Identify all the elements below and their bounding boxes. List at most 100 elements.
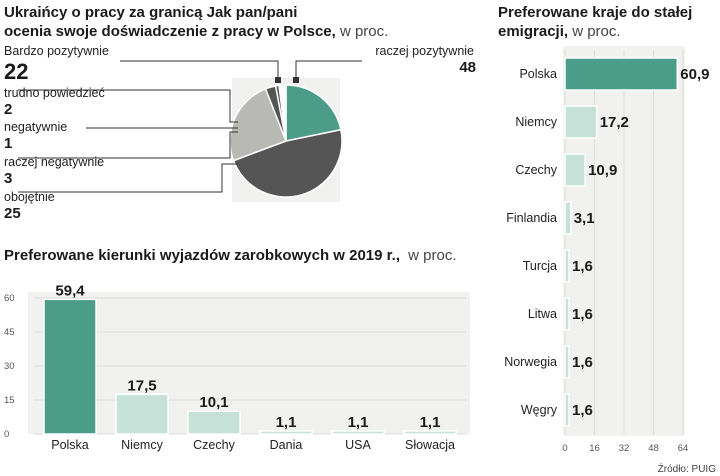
hbar-finlandia bbox=[564, 201, 572, 235]
y-tick-label: 45 bbox=[4, 327, 15, 338]
y-tick-label: 0 bbox=[4, 429, 9, 440]
hbar-chart-value-labels: 60,9 17,2 10,9 3,1 1,6 1,6 1,6 1,6 bbox=[572, 66, 709, 419]
y-category-label: Finlandia bbox=[506, 211, 557, 225]
pie-label-raczej-negatywnie: raczej negatywnie bbox=[4, 155, 104, 169]
bar-chart-categories: Polska Niemcy Czechy Dania USA Słowacja bbox=[51, 438, 455, 452]
pie-label-obojetnie: obojętnie bbox=[4, 190, 55, 204]
y-category-label: Litwa bbox=[528, 307, 557, 321]
hbar-value-label: 1,6 bbox=[572, 354, 593, 371]
hbar-value-label: 3,1 bbox=[574, 210, 595, 227]
pie-slice-raczej-pozytywnie bbox=[232, 128, 343, 198]
pie-chart-title-suffix: w proc. bbox=[339, 23, 388, 40]
x-tick-label: 32 bbox=[619, 443, 630, 454]
leader-raczej-negatywnie bbox=[18, 131, 238, 159]
bar-czechy bbox=[187, 410, 241, 435]
pie-label-negatywnie: negatywnie bbox=[4, 120, 67, 134]
leader-bardzo-pozytywnie bbox=[120, 60, 279, 80]
x-tick-label: 16 bbox=[589, 443, 600, 454]
hbar-turcja bbox=[564, 249, 570, 283]
pie-value-bardzo-pozytywnie: 22 bbox=[4, 59, 28, 84]
bar-value-label: 10,1 bbox=[199, 394, 228, 411]
y-category-label: Czechy bbox=[515, 163, 557, 177]
y-tick-label: 15 bbox=[4, 395, 15, 406]
pie-value-raczej-pozytywnie: 48 bbox=[459, 59, 476, 76]
pie-slice-bardzo-pozytywnie bbox=[285, 84, 342, 142]
pie-chart-title-line2: ocenia swoje doświadczenie z pracy w Pol… bbox=[4, 23, 340, 40]
bar-value-label: 17,5 bbox=[127, 377, 156, 394]
pie-chart bbox=[229, 84, 343, 198]
hbar-chart-title-line1: Preferowane kraje do stałej bbox=[498, 4, 692, 21]
x-tick-label: 48 bbox=[648, 443, 659, 454]
hbar-wegry bbox=[564, 393, 570, 427]
hbar-chart-bars bbox=[564, 57, 679, 427]
bar-chart-bars bbox=[43, 298, 457, 435]
bar-chart-section: Preferowane kierunki wyjazdów zarobkowyc… bbox=[4, 247, 470, 452]
hbar-chart-title: Preferowane kraje do stałej emigracji, w… bbox=[498, 4, 696, 40]
pie-slice-trudno-powiedziec bbox=[278, 84, 287, 142]
bar-chart-title-text: Preferowane kierunki wyjazdów zarobkowyc… bbox=[4, 247, 400, 264]
x-tick-label: 64 bbox=[678, 443, 689, 454]
bar-value-label: 1,1 bbox=[348, 414, 369, 431]
bar-chart-grid bbox=[34, 297, 466, 435]
pie-value-raczej-negatywnie: 3 bbox=[4, 170, 12, 187]
pie-chart-section: Ukraińcy o pracy za granicą Jak pan/pani… bbox=[4, 4, 476, 222]
y-tick-label: 60 bbox=[4, 293, 15, 304]
leader-marker-2 bbox=[293, 77, 299, 83]
x-category-label: Dania bbox=[270, 438, 303, 452]
y-category-label: Norwegia bbox=[504, 355, 557, 369]
bar-value-label: 59,4 bbox=[55, 282, 85, 299]
bar-slowacja bbox=[403, 430, 457, 435]
x-tick-label: 0 bbox=[562, 443, 567, 454]
hbar-chart-x-axis: 0 16 32 48 64 bbox=[562, 443, 688, 454]
bar-chart-value-labels: 59,4 17,5 10,1 1,1 1,1 1,1 bbox=[55, 282, 440, 431]
hbar-chart-title-suffix: w proc. bbox=[571, 23, 620, 40]
pie-value-negatywnie: 1 bbox=[4, 135, 12, 152]
bar-chart-title: Preferowane kierunki wyjazdów zarobkowyc… bbox=[4, 247, 457, 264]
leader-raczej-pozytywnie bbox=[295, 60, 362, 80]
bar-dania bbox=[259, 430, 313, 435]
y-category-label: Niemcy bbox=[515, 115, 557, 129]
pie-label-raczej-pozytywnie: raczej pozytywnie bbox=[375, 44, 474, 58]
hbar-chart-categories: Polska Niemcy Czechy Finlandia Turcja Litwa No… bbox=[504, 67, 558, 417]
y-category-label: Węgry bbox=[521, 403, 558, 417]
pie-label-trudno-powiedziec: trudno powiedzieć bbox=[4, 86, 105, 100]
hbar-chart-section: Preferowane kraje do stałej emigracji, w… bbox=[498, 4, 709, 454]
leader-obojetnie bbox=[18, 163, 238, 193]
x-category-label: Niemcy bbox=[121, 438, 163, 452]
y-category-label: Polska bbox=[519, 67, 557, 81]
bar-value-label: 1,1 bbox=[276, 414, 297, 431]
bar-chart-y-axis: 0 15 30 45 60 bbox=[4, 293, 15, 440]
pie-chart-title: Ukraińcy o pracy za granicą Jak pan/pani… bbox=[4, 4, 388, 40]
x-category-label: Polska bbox=[51, 438, 89, 452]
bar-chart-panel bbox=[28, 292, 470, 434]
pie-label-bardzo-pozytywnie: Bardzo pozytywnie bbox=[4, 44, 109, 58]
hbar-norwegia bbox=[564, 345, 570, 379]
hbar-value-label: 10,9 bbox=[588, 162, 617, 179]
pie-chart-title-line1: Ukraińcy o pracy za granicą Jak pan/pani bbox=[4, 4, 297, 21]
hbar-litwa bbox=[564, 297, 570, 331]
source-note: Źródło: PUIG bbox=[658, 462, 717, 475]
pie-value-trudno-powiedziec: 2 bbox=[4, 101, 12, 118]
x-category-label: USA bbox=[345, 438, 371, 452]
bar-value-label: 1,1 bbox=[420, 414, 441, 431]
hbar-czechy bbox=[564, 153, 586, 187]
bar-usa bbox=[331, 430, 385, 435]
hbar-niemcy bbox=[564, 105, 598, 139]
bar-polska bbox=[43, 298, 97, 435]
x-category-label: Słowacja bbox=[405, 438, 455, 452]
hbar-value-label: 1,6 bbox=[572, 402, 593, 419]
hbar-polska bbox=[564, 57, 679, 91]
bar-niemcy bbox=[115, 393, 169, 435]
leader-trudno-powiedziec bbox=[18, 89, 238, 123]
x-category-label: Czechy bbox=[193, 438, 235, 452]
y-category-label: Turcja bbox=[523, 259, 557, 273]
leader-marker-1 bbox=[275, 77, 281, 83]
hbar-value-label: 1,6 bbox=[572, 306, 593, 323]
hbar-value-label: 1,6 bbox=[572, 258, 593, 275]
hbar-chart-title-line2: emigracji, bbox=[498, 23, 572, 40]
bar-chart-title-suffix: w proc. bbox=[407, 247, 456, 264]
y-tick-label: 30 bbox=[4, 361, 15, 372]
hbar-value-label: 60,9 bbox=[680, 66, 709, 83]
pie-value-obojetnie: 25 bbox=[4, 205, 21, 222]
